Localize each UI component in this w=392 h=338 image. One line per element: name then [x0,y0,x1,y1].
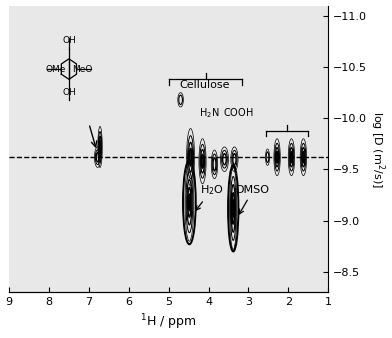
Ellipse shape [100,141,101,153]
Text: OH: OH [62,36,76,45]
X-axis label: $^{1}$H / ppm: $^{1}$H / ppm [140,313,197,333]
Text: MeO: MeO [73,65,93,74]
Text: OMe: OMe [45,65,65,74]
Ellipse shape [276,152,278,163]
Text: H$_2$O: H$_2$O [196,183,223,210]
Ellipse shape [201,154,203,168]
Text: H$_2$N$\mathsf{\/\/\/}$COOH: H$_2$N$\mathsf{\/\/\/}$COOH [199,106,254,120]
Text: DMSO: DMSO [236,185,270,214]
Text: OH: OH [62,88,76,97]
Ellipse shape [290,152,292,163]
Ellipse shape [303,152,304,163]
Y-axis label: log [D (m$^{2}$/s)]: log [D (m$^{2}$/s)] [368,111,387,187]
Ellipse shape [189,149,192,166]
Text: Cellulose: Cellulose [179,79,230,90]
Ellipse shape [232,200,234,217]
Ellipse shape [189,194,190,210]
